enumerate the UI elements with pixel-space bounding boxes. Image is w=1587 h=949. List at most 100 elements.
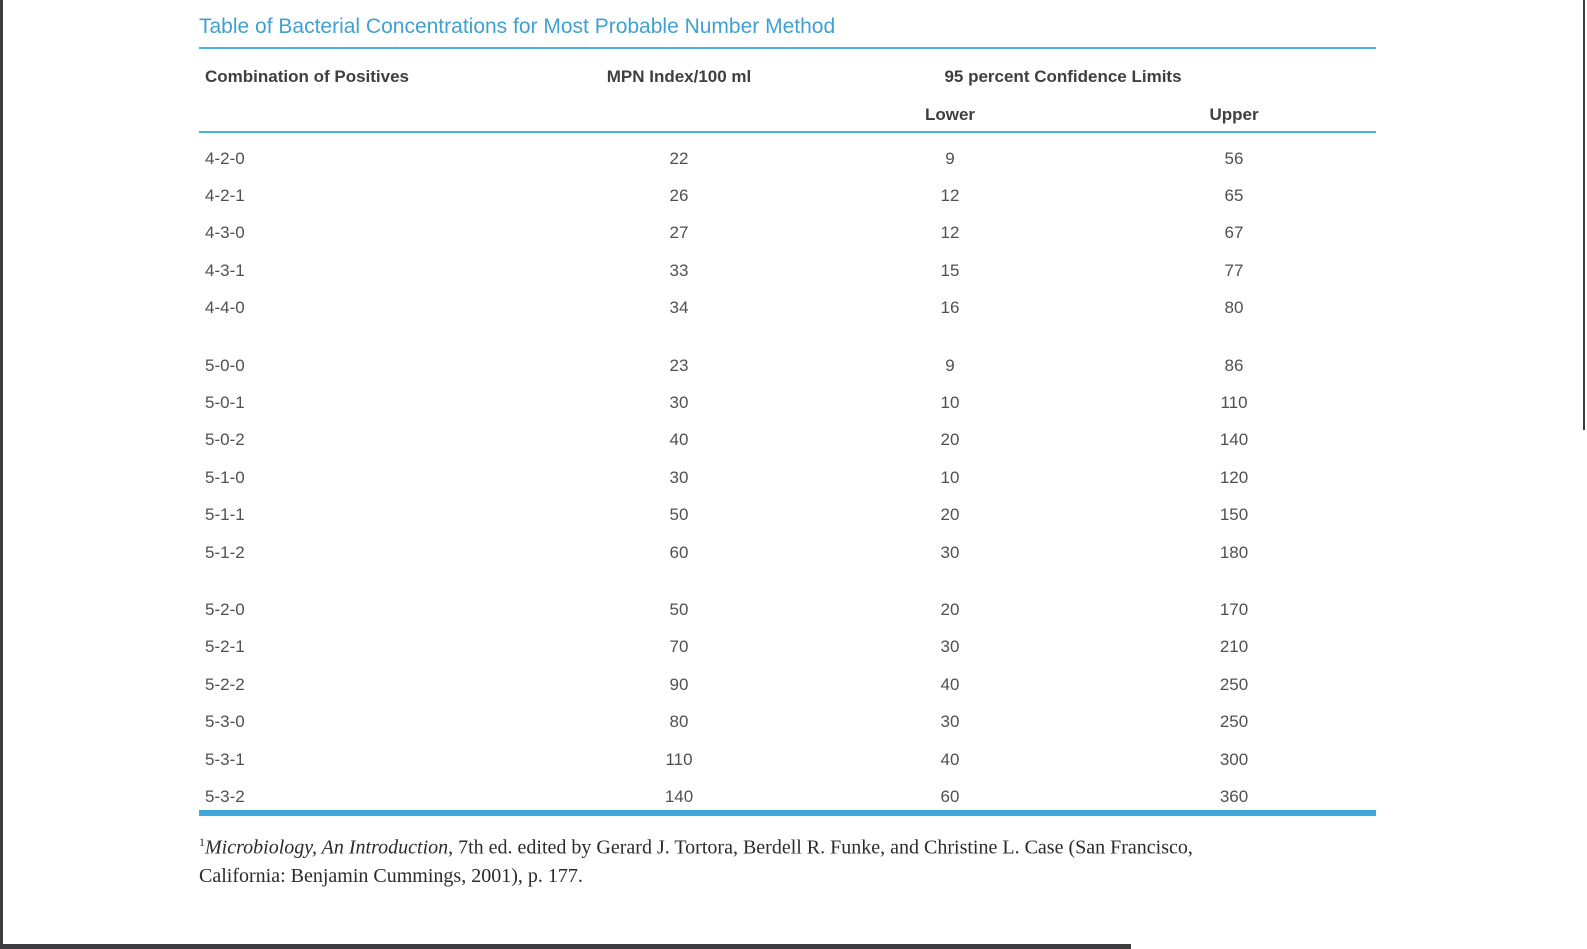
table-row: 4-3-1 33 15 77 [199, 252, 1376, 289]
table-row: 5-1-0 30 10 120 [199, 459, 1376, 496]
row-combination: 5-2-0 [205, 599, 245, 619]
row-mpn-index: 70 [669, 637, 689, 657]
page-bottom-border [0, 944, 1131, 949]
row-lower-limit: 30 [940, 712, 960, 732]
row-mpn-index: 90 [669, 674, 689, 694]
footnote-line1: , 7th ed. edited by Gerard J. Tortora, B… [448, 836, 1193, 859]
row-mpn-index: 40 [669, 430, 689, 450]
row-upper-limit: 250 [1219, 674, 1249, 694]
row-combination: 5-3-0 [205, 712, 245, 732]
table-row: 5-2-2 90 40 250 [199, 666, 1376, 703]
row-mpn-index: 33 [669, 260, 689, 280]
footnote: 1Microbiology, An Introduction, 7th ed. … [199, 828, 1376, 891]
footnote-marker: 1 [199, 834, 205, 849]
row-combination: 5-1-1 [205, 505, 245, 525]
row-lower-limit: 40 [940, 674, 960, 694]
row-upper-limit: 110 [1220, 393, 1248, 413]
row-upper-limit: 250 [1219, 712, 1249, 732]
row-upper-limit: 210 [1219, 637, 1249, 657]
row-combination: 5-3-1 [205, 749, 245, 769]
table-row: 5-2-1 70 30 210 [199, 629, 1376, 666]
row-mpn-index: 50 [669, 505, 689, 525]
row-upper-limit: 140 [1219, 430, 1249, 450]
row-mpn-index: 50 [669, 599, 689, 619]
table-row: 5-1-2 60 30 180 [199, 534, 1376, 571]
row-combination: 5-1-0 [205, 467, 245, 487]
row-mpn-index: 30 [669, 393, 689, 413]
row-combination: 5-2-2 [205, 674, 245, 694]
row-mpn-index: 22 [669, 148, 689, 168]
row-lower-limit: 10 [940, 467, 960, 487]
row-upper-limit: 56 [1224, 148, 1244, 168]
table-row: 5-3-0 80 30 250 [199, 703, 1376, 740]
row-lower-limit: 9 [945, 148, 955, 168]
row-mpn-index: 27 [669, 223, 689, 243]
table-bottom-rule [199, 809, 1376, 816]
row-upper-limit: 77 [1224, 260, 1244, 280]
table-row: 4-2-0 22 9 56 [199, 140, 1376, 177]
table-row: 4-4-0 34 16 80 [199, 290, 1376, 327]
row-upper-limit: 86 [1224, 355, 1244, 375]
page-right-border [1583, 0, 1585, 430]
table-row: 5-0-2 40 20 140 [199, 422, 1376, 459]
row-upper-limit: 65 [1224, 186, 1244, 206]
table-row: 5-3-2 140 60 360 [199, 778, 1376, 815]
row-lower-limit: 15 [940, 260, 960, 280]
page-left-border [0, 0, 3, 949]
row-mpn-index: 23 [669, 355, 689, 375]
table-row: 4-3-0 27 12 67 [199, 215, 1376, 252]
row-lower-limit: 16 [940, 298, 960, 318]
row-combination: 5-0-0 [205, 355, 245, 375]
table-row: 5-3-1 110 40 300 [199, 741, 1376, 778]
row-mpn-index: 26 [669, 186, 689, 206]
table-row: 5-0-0 23 9 86 [199, 347, 1376, 384]
footnote-line2: California: Benjamin Cummings, 2001), p.… [199, 864, 583, 887]
row-upper-limit: 120 [1219, 467, 1249, 487]
row-mpn-index: 34 [669, 298, 689, 318]
row-combination: 5-3-2 [205, 786, 245, 806]
row-combination: 4-3-1 [205, 260, 245, 280]
row-mpn-index: 30 [669, 467, 689, 487]
table-row: 5-2-0 50 20 170 [199, 591, 1376, 628]
row-lower-limit: 9 [945, 355, 955, 375]
table-row: 5-1-1 50 20 150 [199, 497, 1376, 534]
row-combination: 4-2-1 [205, 186, 245, 206]
row-upper-limit: 180 [1219, 542, 1249, 562]
table-title: Table of Bacterial Concentrations for Mo… [199, 15, 836, 38]
row-mpn-index: 60 [669, 542, 689, 562]
row-combination: 5-0-1 [205, 393, 245, 413]
row-lower-limit: 60 [940, 786, 960, 806]
row-lower-limit: 20 [940, 505, 960, 525]
row-upper-limit: 170 [1219, 599, 1249, 619]
table-header: Combination of Positives MPN Index/100 m… [199, 66, 1376, 126]
table-row: 4-2-1 26 12 65 [199, 177, 1376, 214]
row-combination: 5-1-2 [205, 542, 245, 562]
row-upper-limit: 67 [1224, 223, 1244, 243]
row-upper-limit: 150 [1219, 505, 1249, 525]
row-combination: 4-2-0 [205, 148, 245, 168]
row-combination: 5-2-1 [205, 637, 245, 657]
header-confidence-limits: 95 percent Confidence Limits [944, 67, 1182, 86]
header-combination-of-positives: Combination of Positives [205, 67, 410, 86]
header-rule [199, 131, 1376, 133]
table-body: 4-2-0 22 9 56 4-2-1 26 12 65 4-3-0 27 12 67 4-3-1 33 1… [199, 140, 1376, 816]
row-mpn-index: 110 [665, 749, 693, 769]
header-mpn-index: MPN Index/100 ml [606, 67, 752, 86]
row-combination: 5-0-2 [205, 430, 245, 450]
document-page: Table of Bacterial Concentrations for Mo… [199, 0, 1376, 890]
row-lower-limit: 12 [940, 223, 960, 243]
row-combination: 4-3-0 [205, 223, 245, 243]
header-upper: Upper [1209, 105, 1259, 124]
title-rule [199, 47, 1376, 49]
row-combination: 4-4-0 [205, 298, 245, 318]
row-lower-limit: 30 [940, 637, 960, 657]
row-mpn-index: 80 [669, 712, 689, 732]
footnote-book-title: Microbiology, An Introduction [205, 836, 449, 859]
row-upper-limit: 80 [1224, 298, 1244, 318]
row-mpn-index: 140 [664, 786, 694, 806]
table-row: 5-0-1 30 10 110 [199, 384, 1376, 421]
row-upper-limit: 300 [1219, 749, 1249, 769]
row-lower-limit: 40 [940, 749, 960, 769]
row-lower-limit: 30 [940, 542, 960, 562]
row-lower-limit: 20 [940, 430, 960, 450]
